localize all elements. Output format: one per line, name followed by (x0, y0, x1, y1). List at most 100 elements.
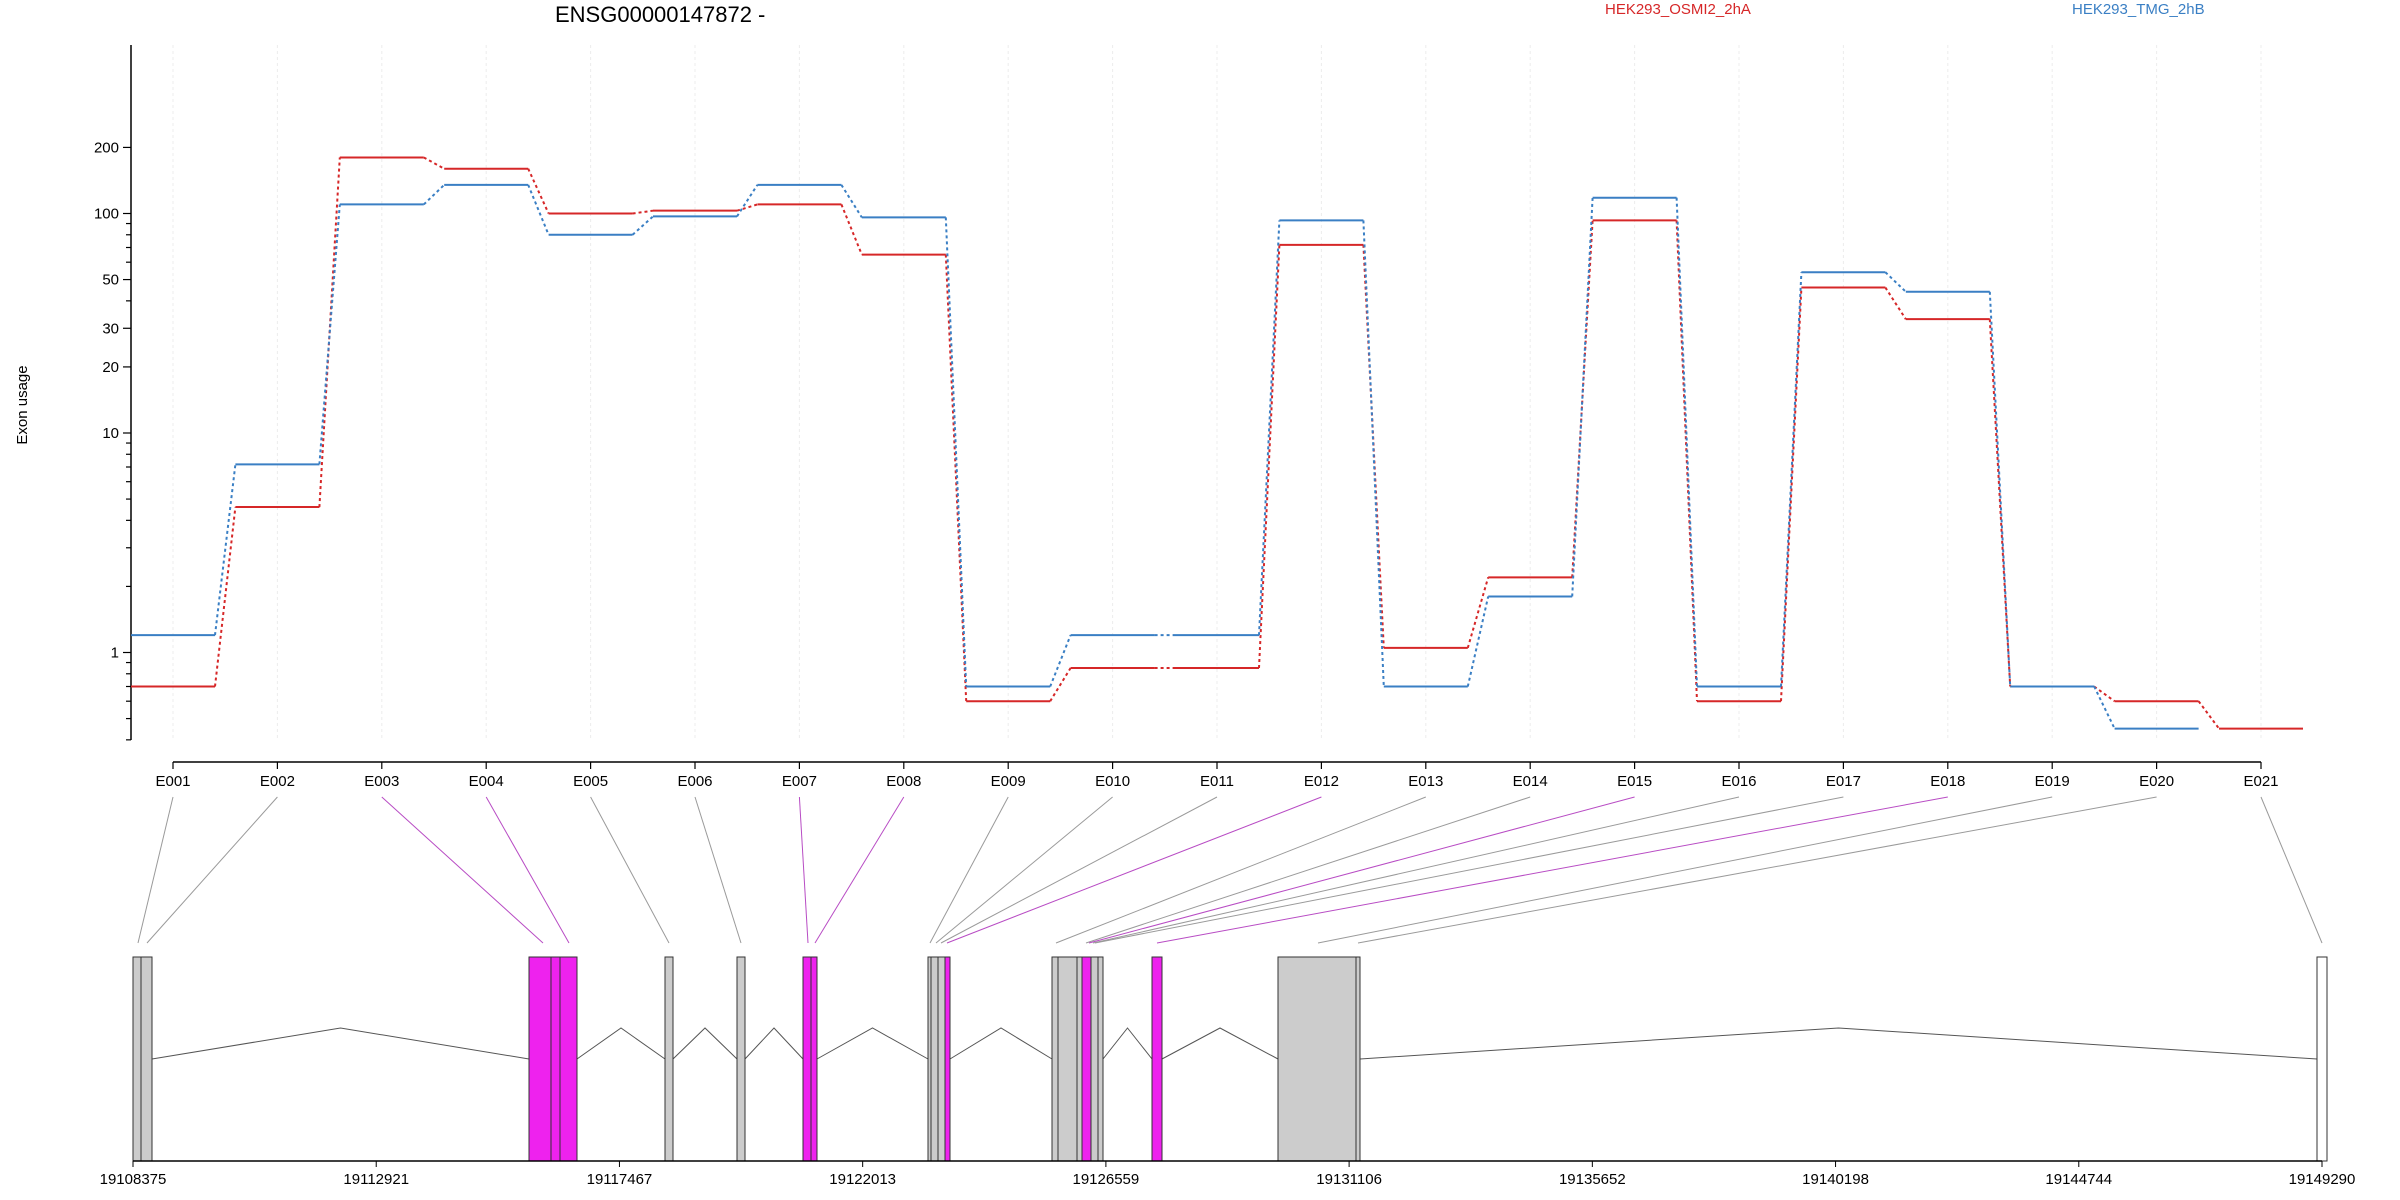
series-connector (423, 156, 445, 170)
genomic-coordinate-label: 19122013 (829, 1171, 896, 1188)
exon-box (930, 956, 939, 1162)
series-connector (736, 184, 759, 217)
exon-box (559, 956, 578, 1162)
series-connector (631, 215, 654, 236)
series-connector (1466, 577, 1490, 649)
series-connector (1675, 220, 1698, 702)
exon-box (1355, 956, 1361, 1162)
series-tmg (131, 183, 2199, 730)
exon-box (944, 956, 951, 1162)
connector-e020 (1357, 796, 2157, 944)
series-connector (944, 254, 968, 702)
connector-e007 (798, 796, 809, 944)
connector-e002 (146, 796, 278, 944)
series-connector (1466, 596, 1490, 687)
intron-line (744, 1027, 804, 1060)
exon-connector-lines (137, 796, 2323, 944)
connector-e015 (1088, 796, 1635, 944)
connector-e014 (1085, 796, 1531, 944)
series-connector (1049, 667, 1072, 702)
y-tick-label: 20 (102, 359, 119, 376)
x-tick-label-e015: E015 (1617, 773, 1652, 790)
y-tick-label: 100 (94, 206, 119, 223)
grid-lines (172, 45, 2262, 740)
exon-box (1097, 956, 1104, 1162)
x-tick-label-e011: E011 (1200, 773, 1234, 790)
series-connector (1258, 244, 1281, 669)
series-connector (214, 464, 237, 636)
intron-line (949, 1027, 1053, 1060)
series-connector (736, 203, 758, 212)
x-tick-label-e012: E012 (1304, 773, 1339, 790)
intron-line (1359, 1027, 2318, 1060)
connector-e005 (590, 796, 670, 944)
exon-box (1057, 956, 1078, 1162)
connector-e012 (946, 796, 1322, 944)
genomic-coordinate-label: 19149290 (2289, 1171, 2356, 1188)
series-connector (1571, 197, 1594, 597)
x-tick-label-e010: E010 (1095, 773, 1130, 790)
genomic-coordinate-label: 19112921 (343, 1171, 409, 1188)
legend-entry-tmg: HEK293_TMG_2hB (2072, 1, 2205, 18)
series-connector (840, 184, 863, 218)
x-tick-label-e008: E008 (886, 773, 921, 790)
x-tick-label-e013: E013 (1408, 773, 1443, 790)
series-connector (423, 184, 445, 206)
x-tick-label-e018: E018 (1930, 773, 1965, 790)
exon-box (664, 956, 674, 1162)
exon-box (736, 956, 746, 1162)
exon-box (132, 956, 142, 1162)
series-connector (1884, 286, 1907, 320)
x-tick-label-e006: E006 (677, 773, 712, 790)
y-axis-label: Exon usage (14, 365, 31, 444)
series-connector (214, 506, 237, 687)
series-connector (2093, 686, 2116, 730)
x-tick-label-e005: E005 (573, 773, 608, 790)
series-connector (318, 204, 341, 465)
y-tick-label: 10 (102, 425, 119, 442)
x-tick-label-e014: E014 (1513, 773, 1548, 790)
connector-e004 (485, 796, 570, 944)
series-connector (1675, 197, 1698, 687)
genomic-coordinate-label: 19126559 (1073, 1171, 1140, 1188)
exon-box (802, 956, 812, 1162)
series-connector (1258, 220, 1281, 636)
connector-e013 (1055, 796, 1426, 944)
exon-box (1081, 956, 1092, 1162)
connector-e019 (1317, 796, 2053, 944)
series-connector (1884, 271, 1907, 293)
x-tick-label-e016: E016 (1721, 773, 1756, 790)
gene-model-track: 19108375 19112921 19117467 19122013 19126559… (100, 956, 2356, 1188)
intron-line (1161, 1027, 1279, 1060)
x-tick-label-e020: E020 (2139, 773, 2174, 790)
series-connector (527, 168, 550, 214)
connector-e006 (694, 796, 742, 944)
connector-e018 (1156, 796, 1948, 944)
connector-e010 (935, 796, 1113, 944)
series-connector (944, 217, 968, 687)
series-connector (1049, 634, 1072, 687)
y-tick-label: 1 (111, 645, 119, 662)
connector-e021 (2260, 796, 2323, 944)
series-lines (131, 156, 2303, 730)
series-connector (527, 184, 550, 236)
connector-e001 (137, 796, 174, 944)
connector-e009 (929, 796, 1009, 944)
x-tick-label-e009: E009 (991, 773, 1026, 790)
exon-box (937, 956, 946, 1162)
exon-box (140, 956, 153, 1162)
series-connector (1988, 319, 2012, 687)
legend-entry-osmi2: HEK293_OSMI2_2hA (1605, 1, 1751, 18)
genomic-coordinate-label: 19140198 (1802, 1171, 1869, 1188)
exon-box (550, 956, 561, 1162)
exon-box (2316, 956, 2328, 1162)
x-tick-label-e004: E004 (469, 773, 504, 790)
exon-box (1076, 956, 1083, 1162)
genomic-coordinate-label: 19131106 (1316, 1171, 1382, 1188)
exon-box (1051, 956, 1059, 1162)
genomic-coordinate-label: 19117467 (587, 1171, 653, 1188)
x-tick-label-e017: E017 (1826, 773, 1861, 790)
intron-line (1102, 1027, 1153, 1060)
series-connector (632, 209, 654, 215)
